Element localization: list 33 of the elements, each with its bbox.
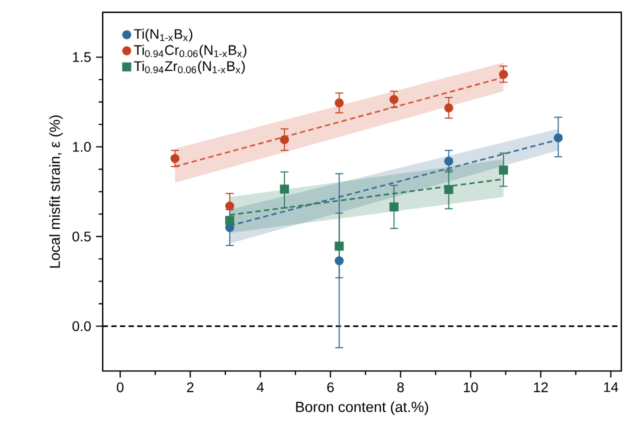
x-axis-title: Boron content (at.%) [296, 401, 428, 415]
point [444, 156, 454, 166]
point [554, 133, 563, 142]
point [498, 166, 508, 175]
y-tick-label: 1.5 [73, 52, 91, 62]
point [225, 201, 234, 211]
x-tick-label: 4 [256, 382, 264, 392]
point [334, 242, 344, 251]
point [170, 154, 180, 164]
x-tick-label: 8 [397, 382, 404, 392]
x-tick-label: 12 [534, 382, 548, 392]
x-tick-label: 2 [187, 382, 194, 392]
point [389, 202, 398, 212]
point [444, 184, 454, 194]
point [280, 135, 289, 144]
y-tick-label: 0.5 [72, 232, 91, 242]
point [334, 98, 344, 108]
y-axis-title: Local misfit strain, ε (%) [49, 115, 63, 268]
x-tick-label: 0 [116, 382, 124, 392]
text: Ti$_{0.94}$Cr$_{0.06}$(N$_{1-x}$B$_{x}$) [134, 44, 246, 58]
legend-label: Ti(N$_{1-x}$B$_{x}$) [134, 28, 192, 42]
x-tick-label: 6 [327, 382, 334, 392]
y-tick-label: 1.0 [73, 142, 91, 152]
text: Ti$_{0.94}$Zr$_{0.06}$(N$_{1-x}$B$_{x}$) [134, 60, 245, 74]
point [444, 103, 454, 112]
point [280, 184, 289, 194]
point [498, 70, 508, 79]
y-tick-label: 0.0 [72, 321, 91, 332]
point [225, 216, 234, 225]
point [334, 256, 344, 266]
point [389, 94, 398, 104]
x-tick-label: 14 [604, 382, 618, 392]
x-tick-label: 10 [464, 382, 478, 392]
